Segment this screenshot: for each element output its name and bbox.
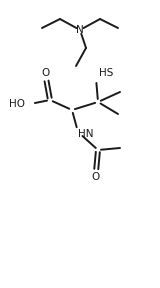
Text: O: O <box>92 172 100 182</box>
Text: O: O <box>42 68 50 78</box>
Text: HN: HN <box>78 129 94 139</box>
Text: HS: HS <box>99 68 113 78</box>
Text: N: N <box>76 25 84 35</box>
Text: HO: HO <box>9 99 25 109</box>
